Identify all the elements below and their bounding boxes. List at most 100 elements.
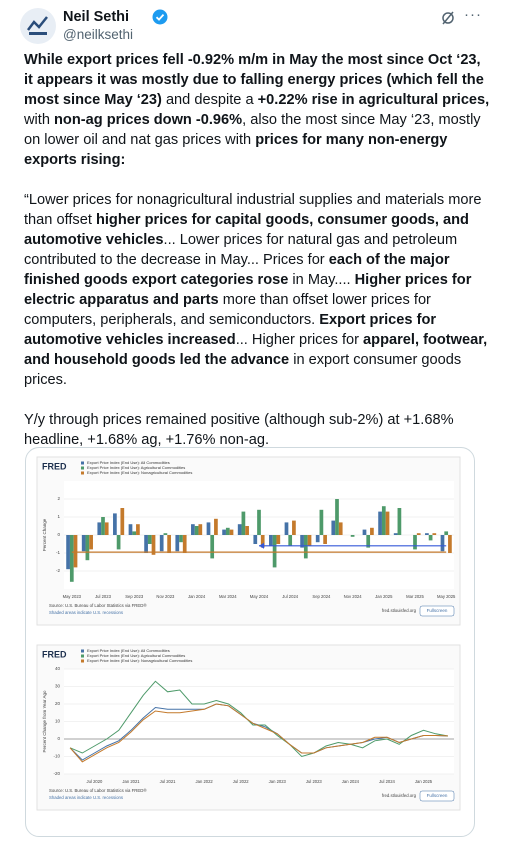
bar (89, 535, 93, 550)
text-run: ... Lower prices for natural gas and pet… (24, 232, 458, 268)
text-run: Higher prices for electric apparatus and… (24, 272, 472, 308)
x-tick-label: May 2025 (437, 594, 456, 599)
fullscreen-button[interactable] (419, 790, 455, 802)
bar (85, 535, 90, 561)
media-card (25, 447, 475, 837)
bar (444, 531, 449, 535)
y-tick-label: 30 (55, 684, 61, 689)
more-button[interactable]: ··· (464, 6, 482, 23)
legend-label: Export Price Index (End Use): All Commod… (87, 460, 170, 465)
bar (136, 524, 140, 535)
author-name[interactable]: Neil Sethi (63, 9, 130, 25)
bar (214, 518, 218, 535)
bar (144, 535, 148, 553)
author-handle[interactable]: @neilksethi (63, 27, 133, 42)
text-run: prices for many non-energy exports risin… (24, 132, 448, 168)
x-tick-label: Jul 2023 (95, 594, 112, 599)
fullscreen-button[interactable] (419, 605, 455, 617)
bar (292, 520, 296, 535)
text-run: higher prices for capital goods, consume… (24, 212, 469, 248)
bar (241, 511, 246, 535)
bar (245, 526, 249, 535)
x-tick-label: Nov 2023 (156, 594, 175, 599)
fred-chart: FRED Export Price Index (End Use): All Co… (36, 456, 461, 626)
x-tick-label: Jan 2025 (415, 779, 433, 784)
bar (416, 533, 421, 535)
bar (428, 535, 433, 541)
avatar[interactable] (20, 8, 56, 44)
x-tick-label: May 2024 (250, 594, 269, 599)
bar (425, 533, 429, 535)
y-tick-label: -10 (53, 754, 60, 759)
paragraph: Y/y through prices remained positive (al… (24, 410, 490, 450)
legend-swatch (81, 649, 84, 653)
text-run: ... Higher prices for (235, 332, 364, 348)
bar (101, 517, 105, 535)
bar (397, 508, 402, 535)
bar (159, 535, 164, 552)
bar (300, 535, 304, 548)
bar (303, 535, 308, 559)
series-line (69, 703, 448, 763)
bar (413, 535, 417, 550)
bar (269, 535, 273, 546)
bar (191, 524, 195, 535)
y-tick-label: 40 (55, 666, 61, 671)
bar (331, 520, 336, 535)
y-tick-label: 1 (57, 514, 60, 519)
bar (307, 535, 312, 546)
bar (378, 511, 382, 535)
bar (175, 535, 180, 552)
bar (128, 524, 133, 535)
bar (229, 529, 234, 535)
text-run: +0.22% rise in agricultural prices, (257, 92, 490, 108)
y-tick-label: 10 (55, 719, 61, 724)
recession-note: Shaded areas indicate U.S. recessions (49, 795, 123, 800)
bar (323, 535, 327, 544)
x-tick-label: Jan 2025 (375, 594, 393, 599)
legend-label: Export Price Index (End Use): All Commod… (87, 648, 170, 653)
legend-swatch (81, 654, 84, 658)
y-tick-label: 0 (57, 736, 60, 741)
y-tick-label: 0 (57, 532, 60, 537)
x-tick-label: Jan 2021 (122, 779, 140, 784)
bar (253, 535, 258, 544)
bar (393, 533, 398, 535)
bar (362, 529, 367, 535)
fred-url: fred.stlouisfed.org (382, 793, 417, 798)
bar (113, 513, 117, 535)
fred-logo: FRED (42, 461, 67, 471)
text-run: with (24, 112, 55, 128)
bar (225, 527, 230, 535)
x-tick-label: Jan 2023 (269, 779, 287, 784)
x-tick-label: Jan 2024 (188, 594, 206, 599)
legend-swatch (81, 659, 84, 663)
bar (315, 535, 320, 543)
text-run: While export prices fell -0.92% m/m in M… (24, 52, 484, 108)
x-tick-label: Jul 2020 (87, 779, 104, 784)
fullscreen-label[interactable]: Fullscreen (427, 608, 448, 613)
x-tick-label: Jan 2024 (342, 779, 360, 784)
legend-label: Export Price Index (End Use): Agricultur… (87, 465, 185, 470)
fullscreen-label[interactable]: Fullscreen (427, 793, 448, 798)
x-tick-label: Jul 2023 (306, 779, 323, 784)
bar (260, 535, 265, 548)
bar (432, 533, 437, 535)
y-tick-label: 2 (57, 496, 60, 501)
bar (104, 522, 109, 535)
bar (276, 535, 281, 544)
grok-icon[interactable] (440, 10, 456, 26)
text-run: and despite a (161, 92, 258, 108)
bar (210, 535, 215, 559)
bar (179, 535, 183, 543)
source-note: Source: U.S. Bureau of Labor Statistics … (49, 788, 147, 793)
x-tick-label: Mar 2025 (406, 594, 424, 599)
fred-chart: FRED Export Price Index (End Use): All Co… (36, 644, 461, 811)
text-run: each of the major finished goods export … (24, 252, 450, 288)
text-run: Export prices for automotive vehicles in… (24, 312, 437, 348)
bar (385, 511, 390, 535)
x-tick-label: Nov 2024 (344, 594, 363, 599)
bar (257, 509, 261, 535)
bar (448, 535, 452, 553)
y-axis-label: Percent Change from Year Ago (42, 690, 47, 753)
